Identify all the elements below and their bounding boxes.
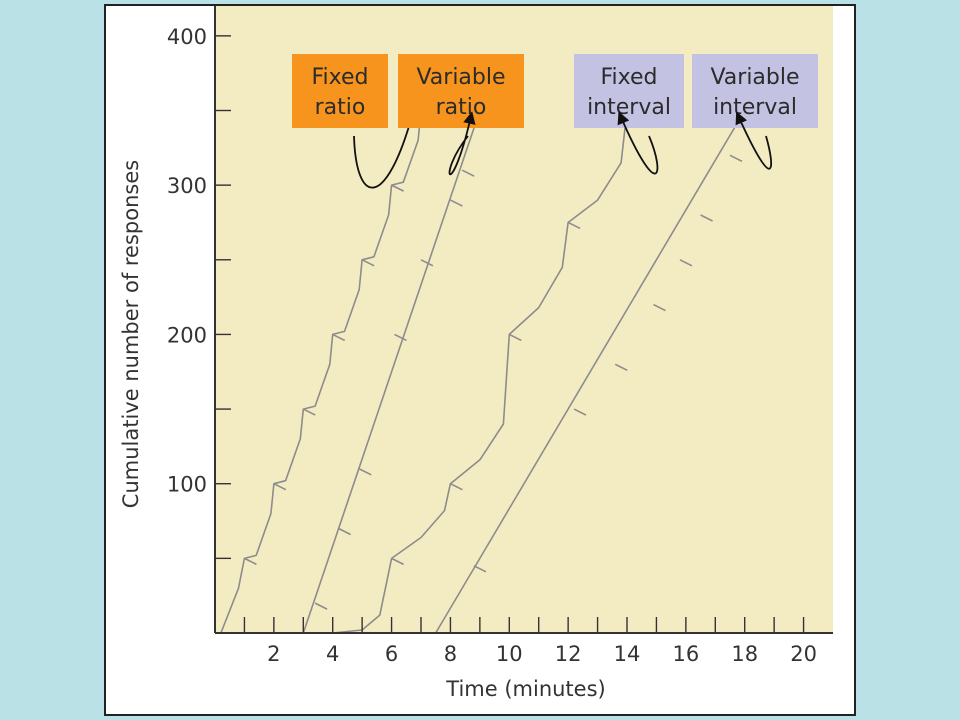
- callout-text-line2: interval: [587, 95, 671, 120]
- reinforcement-mark: [394, 333, 407, 342]
- y-tick-label: 400: [167, 25, 207, 49]
- y-tick-label: 300: [167, 174, 207, 198]
- series-layer: [220, 109, 746, 634]
- ticks-layer: 100 200 300 400 2 4 6 8 10 12 14 16 18 20: [167, 25, 817, 666]
- callout-text-line1: Fixed: [600, 65, 657, 90]
- reinforcement-mark: [244, 557, 257, 566]
- callout-box: [398, 54, 524, 128]
- reinforcement-mark: [614, 363, 628, 372]
- x-tick-label: 14: [614, 642, 641, 666]
- callout-text-line2: ratio: [436, 95, 487, 120]
- reinforcement-mark: [338, 527, 351, 536]
- callout-text-line2: ratio: [315, 95, 366, 120]
- reinforcement-mark: [508, 333, 522, 342]
- x-tick-label: 2: [267, 642, 280, 666]
- reinforcement-mark: [679, 259, 693, 267]
- callout-3: Fixed interval: [574, 54, 684, 175]
- series-line-1: [220, 109, 433, 634]
- callout-4: Variable interval: [692, 54, 818, 170]
- reinforcement-mark: [358, 468, 372, 476]
- series-line-3: [332, 110, 628, 634]
- reinforcement-mark: [314, 602, 328, 610]
- callout-layer: FixedratioVariableratioFixedintervalVari…: [292, 54, 818, 189]
- reinforcement-mark: [450, 199, 463, 207]
- x-tick-label: 20: [790, 642, 817, 666]
- reinforcement-mark: [700, 214, 713, 222]
- callout-text-line1: Variable: [416, 65, 505, 90]
- y-tick-label: 100: [167, 473, 207, 497]
- reinforcement-mark: [302, 408, 316, 416]
- y-axis-label: Cumulative number of responses: [119, 160, 143, 508]
- callout-arrow: [735, 111, 773, 170]
- reinforcement-mark: [361, 259, 375, 267]
- callout-arrow: [448, 111, 476, 176]
- reinforcement-mark: [450, 482, 463, 491]
- reinforcement-mark: [573, 408, 587, 416]
- callout-text-line2: interval: [713, 95, 797, 120]
- callout-2: Variable ratio: [398, 54, 524, 176]
- series-line-4: [435, 110, 746, 634]
- reinforcement-mark: [391, 184, 404, 192]
- callout-box: [292, 54, 388, 128]
- x-tick-label: 18: [731, 642, 758, 666]
- callout-arrow: [353, 111, 417, 189]
- reinforcement-mark: [461, 169, 475, 177]
- series-line-2: [302, 110, 481, 634]
- cumulative-response-chart: 100 200 300 400 2 4 6 8 10 12 14 16 18 20 Time (minut…: [119, 6, 833, 701]
- callout-text-line1: Fixed: [311, 65, 368, 90]
- reinforcement-mark: [420, 259, 434, 267]
- reinforcement-mark: [473, 565, 487, 573]
- x-tick-label: 16: [672, 642, 699, 666]
- x-tick-label: 6: [385, 642, 398, 666]
- x-tick-label: 4: [326, 642, 339, 666]
- y-tick-label: 200: [167, 323, 207, 347]
- callout-text-line1: Variable: [710, 65, 799, 90]
- x-tick-label: 12: [555, 642, 582, 666]
- reinforcement-mark: [273, 482, 287, 491]
- x-axis-label: Time (minutes): [445, 677, 605, 701]
- reinforcement-mark: [391, 557, 404, 566]
- x-tick-label: 10: [496, 642, 523, 666]
- reinforcement-mark: [653, 303, 666, 312]
- callout-box: [692, 54, 818, 128]
- callout-arrow: [617, 111, 659, 175]
- reinforcement-mark: [332, 333, 346, 342]
- callout-1: Fixed ratio: [292, 54, 417, 189]
- figure-panel: 100 200 300 400 2 4 6 8 10 12 14 16 18 20 Time (minut…: [104, 4, 856, 716]
- reinforcement-mark: [729, 154, 743, 163]
- x-tick-label: 8: [444, 642, 457, 666]
- reinforcement-mark: [567, 221, 581, 230]
